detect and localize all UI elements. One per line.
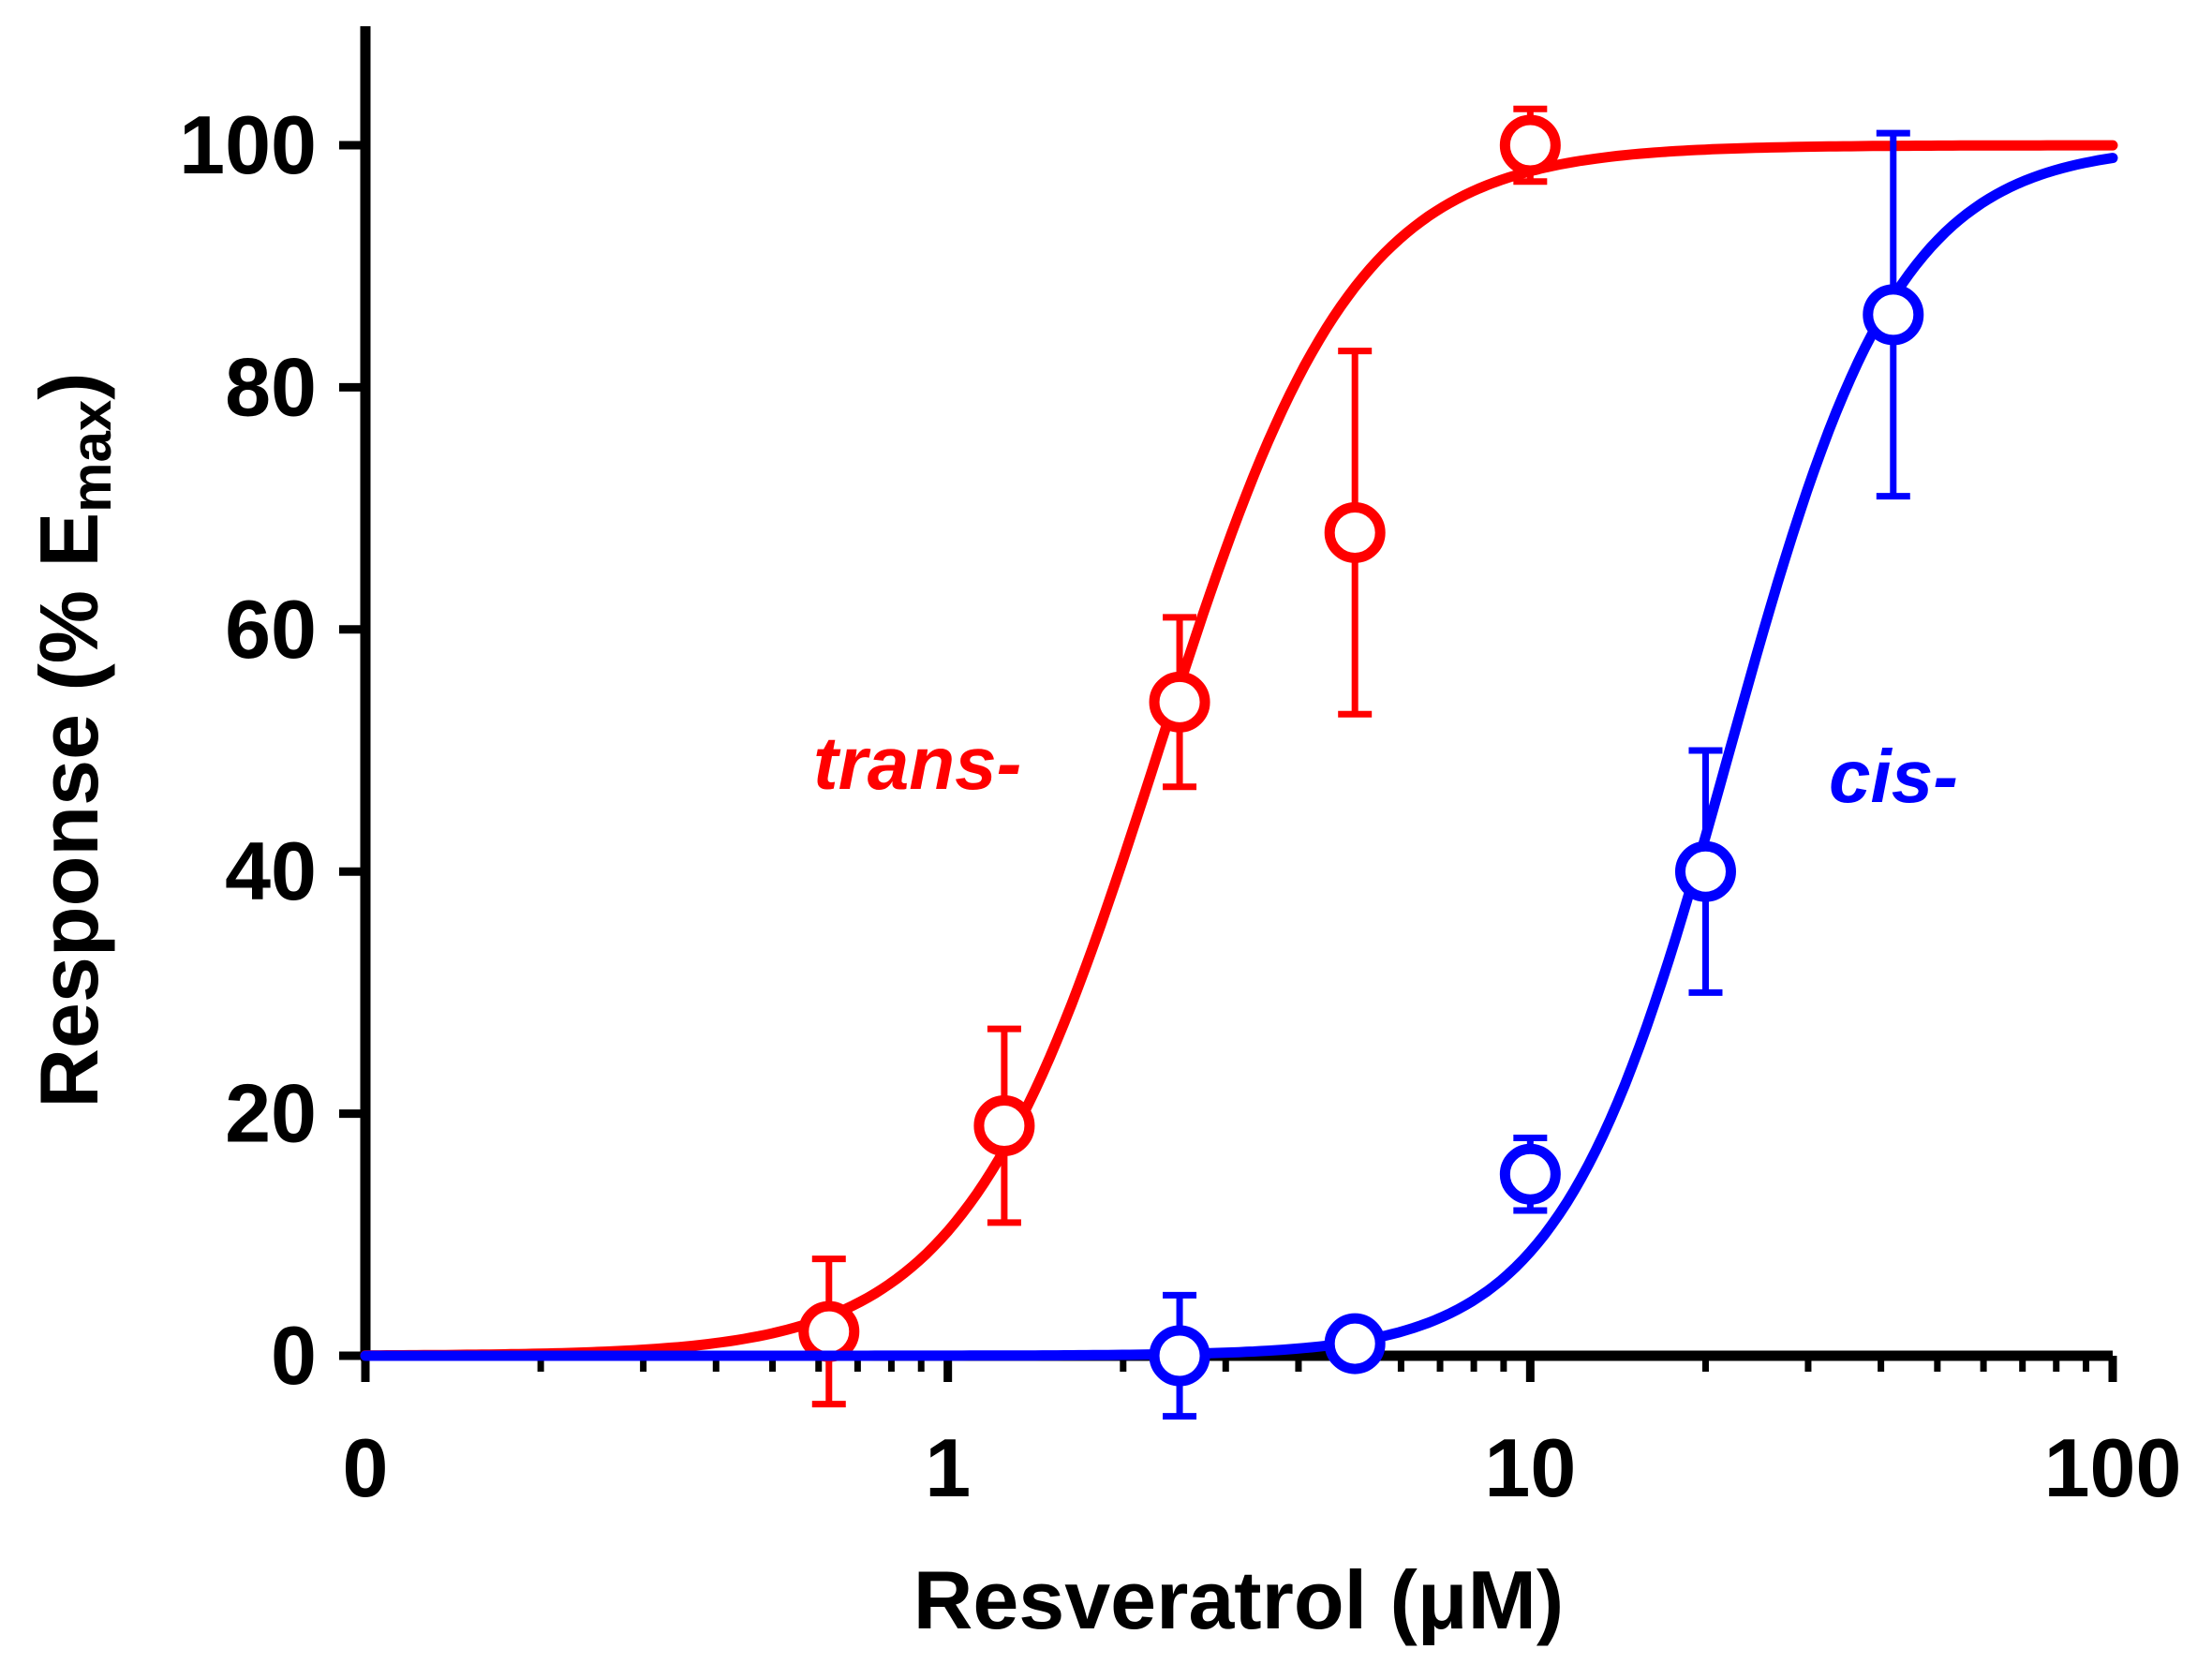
- y-axis-title: Response (% Emax): [22, 372, 123, 1107]
- series-cis: [360, 129, 2118, 1420]
- data-point: [1499, 114, 1561, 176]
- x-axis-title: Resveratrol (μM): [913, 1553, 1564, 1646]
- x-tick-label-0: 0: [343, 1421, 389, 1514]
- data-point: [1149, 671, 1210, 733]
- data-point: [798, 1300, 860, 1362]
- y-tick-label-40: 40: [225, 825, 317, 917]
- data-point: [1149, 1325, 1210, 1387]
- series-label-trans: trans-: [813, 721, 1021, 805]
- y-tick-label-0: 0: [271, 1309, 317, 1402]
- x-tick-label-10: 10: [1484, 1421, 1576, 1514]
- y-tick-label-100: 100: [179, 98, 317, 191]
- y-axis-title-subscript: max: [60, 400, 123, 513]
- y-tick-label-60: 60: [225, 583, 317, 676]
- y-axis-title-main: Response (% E: [22, 513, 115, 1108]
- y-tick-label-80: 80: [225, 340, 317, 433]
- series-label-cis: cis-: [1829, 735, 1958, 818]
- fit-curve-trans: [360, 140, 2118, 1361]
- data-point: [1499, 1143, 1561, 1205]
- data-point: [973, 1095, 1035, 1157]
- data-point: [1863, 284, 1924, 346]
- series-trans: [360, 105, 2118, 1408]
- data-point: [1324, 501, 1386, 563]
- fit-curve-cis: [360, 153, 2118, 1361]
- axes: [360, 26, 2113, 1361]
- y-tick-label-20: 20: [225, 1067, 317, 1160]
- y-axis-title-close: ): [22, 372, 115, 399]
- x-tick-label-100: 100: [2044, 1421, 2182, 1514]
- data-point: [1674, 840, 1736, 902]
- data-point: [1324, 1313, 1386, 1374]
- x-tick-label-1: 1: [925, 1421, 971, 1514]
